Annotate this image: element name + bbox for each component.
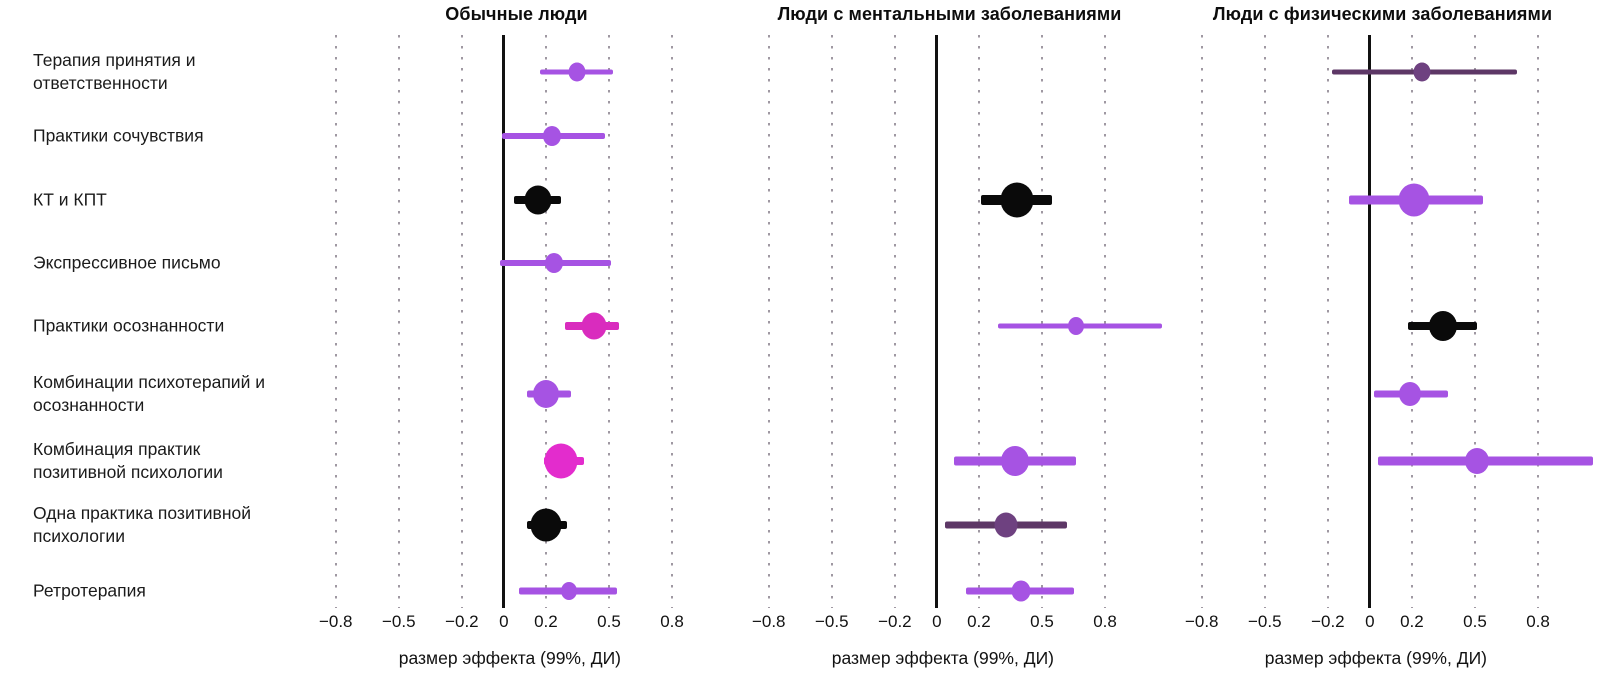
x-tick-label: 0.2 <box>1400 612 1424 631</box>
panel-mental-illness: Люди с ментальными заболеваниями −0.8 −0.… <box>733 0 1166 696</box>
category-label-expressive-writing: Экспрессивное письмо <box>33 252 221 273</box>
gridline <box>1473 35 1476 608</box>
effect-dot <box>524 185 552 215</box>
gridline <box>460 35 463 608</box>
plot-area-mental-illness <box>733 35 1166 608</box>
x-tick-label: 0.2 <box>534 612 558 631</box>
gridline <box>334 35 337 608</box>
panel-ordinary-people: Обычные люди −0.8 −0.5 −0.2 0 0.2 0.5 0.8 разм… <box>300 0 733 696</box>
effect-dot <box>543 126 562 146</box>
effect-dot <box>1067 317 1084 335</box>
panel-title: Люди с физическими заболеваниями <box>1212 4 1553 24</box>
x-tick-label: −0.2 <box>878 612 912 631</box>
effect-dot <box>532 380 559 408</box>
panel-physical-illness: Люди с физическими заболеваниями −0.8 −0.… <box>1166 0 1599 696</box>
effect-dot <box>994 512 1018 538</box>
x-tick-label: −0.2 <box>1311 612 1345 631</box>
gridline <box>397 35 400 608</box>
x-tick-label: 0 <box>932 612 942 631</box>
category-label-compassion-practices: Практики сочувствия <box>33 125 204 146</box>
x-tick-label: 0.8 <box>1526 612 1550 631</box>
x-axis-ticks: −0.8 −0.5 −0.2 0 0.2 0.5 0.8 <box>733 612 1166 640</box>
zero-reference-line <box>502 35 506 608</box>
effect-dot <box>545 253 564 273</box>
x-tick-label: −0.5 <box>815 612 849 631</box>
effect-dot <box>1413 62 1431 82</box>
gridline <box>671 35 674 608</box>
plot-area-physical-illness <box>1166 35 1599 608</box>
gridline <box>767 35 770 608</box>
category-label-single-positive-practice: Одна практика позитивной психологии <box>33 503 251 546</box>
gridline <box>893 35 896 608</box>
x-tick-label: −0.5 <box>382 612 416 631</box>
x-tick-label: −0.8 <box>318 612 353 631</box>
x-tick-label: 0.5 <box>1030 612 1054 631</box>
effect-dot <box>568 62 586 82</box>
x-axis-title: размер эффекта (99%, ДИ) <box>398 648 621 668</box>
effect-dot <box>544 443 578 479</box>
x-tick-label: 0.8 <box>1093 612 1117 631</box>
x-tick-label: 0.5 <box>597 612 621 631</box>
effect-dot <box>1000 446 1029 476</box>
gridline <box>1410 35 1413 608</box>
effect-dot <box>1398 183 1430 217</box>
gridline <box>830 35 833 608</box>
x-axis-ticks: −0.8 −0.5 −0.2 0 0.2 0.5 0.8 <box>300 612 733 640</box>
effect-dot <box>561 582 578 600</box>
x-axis-ticks: −0.8 −0.5 −0.2 0 0.2 0.5 0.8 <box>1166 612 1599 640</box>
gridline <box>544 35 547 608</box>
panel-title: Люди с ментальными заболеваниями <box>777 4 1122 24</box>
effect-dot <box>1000 182 1034 218</box>
x-tick-label: −0.8 <box>1184 612 1219 631</box>
gridline <box>607 35 610 608</box>
gridline <box>1200 35 1203 608</box>
x-axis-title: размер эффекта (99%, ДИ) <box>1264 648 1487 668</box>
zero-reference-line <box>935 35 939 608</box>
x-tick-label: 0.8 <box>660 612 684 631</box>
panel-title: Обычные люди <box>445 4 588 24</box>
x-tick-label: 0 <box>1365 612 1375 631</box>
zero-reference-line <box>1368 35 1372 608</box>
effect-dot <box>581 312 607 340</box>
x-axis-title: размер эффекта (99%, ДИ) <box>831 648 1054 668</box>
x-tick-label: −0.8 <box>751 612 786 631</box>
x-tick-label: 0.2 <box>967 612 991 631</box>
category-label-psychotherapy-mindfulness-combo: Комбинации психотерапий и осознанности <box>33 372 265 415</box>
effect-dot <box>1429 311 1458 341</box>
x-tick-label: −0.5 <box>1248 612 1282 631</box>
category-label-retrotherapy: Ретротерапия <box>33 580 146 601</box>
category-label-mindfulness: Практики осознанности <box>33 315 225 336</box>
category-labels-column: Терапия принятия и ответственности Практ… <box>0 0 300 696</box>
gridline <box>1326 35 1329 608</box>
category-label-acceptance-therapy: Терапия принятия и ответственности <box>33 50 196 93</box>
gridline <box>1263 35 1266 608</box>
x-tick-label: 0 <box>499 612 509 631</box>
category-label-positive-psychology-combo: Комбинация практик позитивной психологии <box>33 439 223 482</box>
effect-dot <box>1011 580 1031 602</box>
x-tick-label: 0.5 <box>1463 612 1487 631</box>
gridline <box>1537 35 1540 608</box>
effect-dot <box>530 508 562 542</box>
plot-area-ordinary-people <box>300 35 733 608</box>
x-tick-label: −0.2 <box>445 612 479 631</box>
gridline <box>1104 35 1107 608</box>
category-label-ct-cbt: КТ и КПТ <box>33 189 107 210</box>
effect-dot <box>1398 382 1421 406</box>
gridline <box>977 35 980 608</box>
effect-dot <box>1465 448 1490 474</box>
gridline <box>1040 35 1043 608</box>
